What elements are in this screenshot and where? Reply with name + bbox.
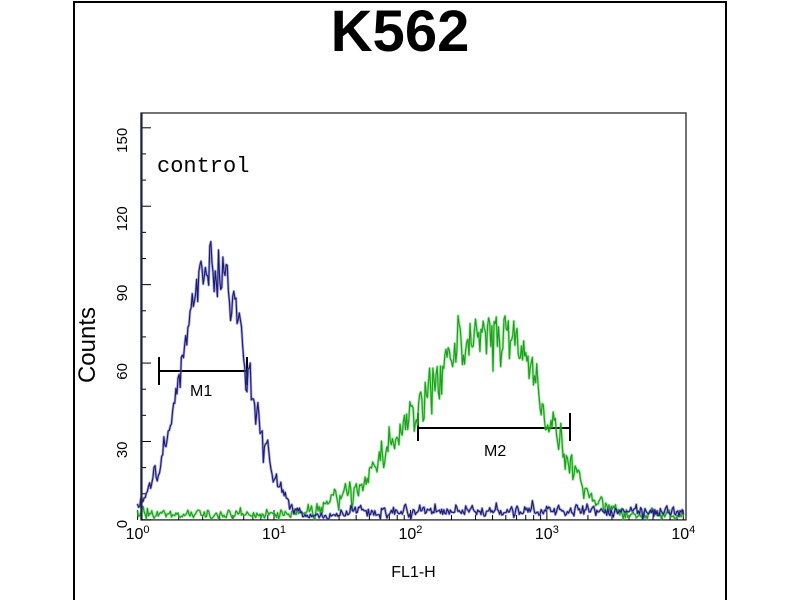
svg-text:100: 100 [126,524,150,543]
svg-text:60: 60 [114,363,131,380]
svg-text:120: 120 [114,206,131,231]
svg-text:103: 103 [535,524,559,543]
svg-text:104: 104 [671,524,695,543]
svg-text:Counts: Counts [74,307,101,383]
svg-text:101: 101 [262,524,286,543]
svg-text:FL1-H: FL1-H [391,564,435,581]
svg-text:150: 150 [114,128,131,153]
svg-text:90: 90 [114,285,131,302]
svg-text:102: 102 [398,524,422,543]
svg-text:30: 30 [114,441,131,458]
